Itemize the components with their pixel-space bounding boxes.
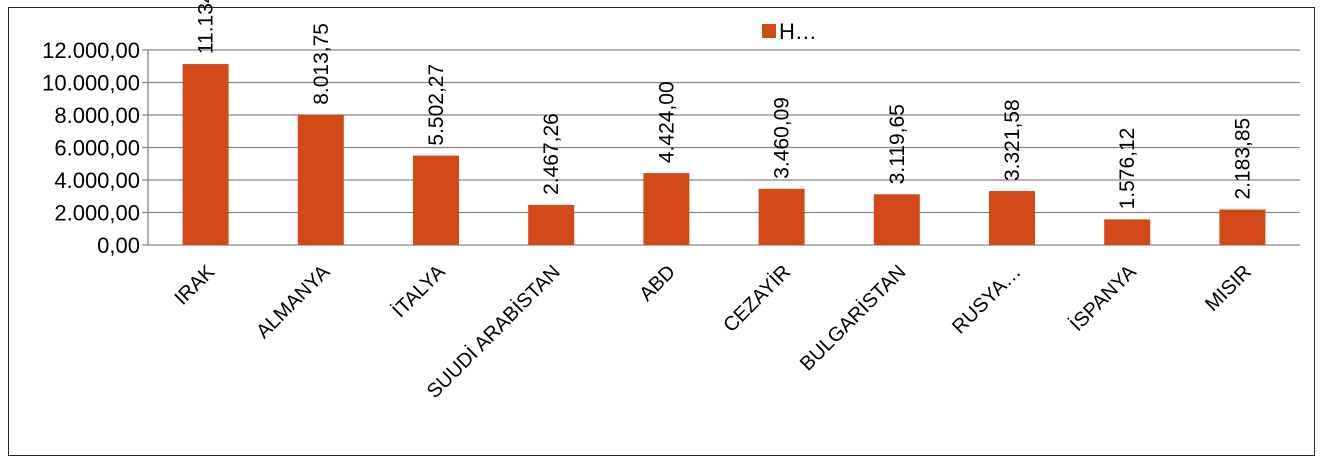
y-tick-label: 0,00 — [97, 233, 140, 258]
data-label: 2.467,26 — [540, 113, 563, 195]
bar — [989, 191, 1035, 245]
y-tick-label: 10.000,00 — [42, 71, 140, 96]
data-label: 5.502,27 — [425, 64, 448, 146]
bar — [413, 155, 459, 245]
bar — [1219, 209, 1266, 245]
x-tick-label: ALMANYA — [252, 261, 335, 344]
data-label: 3.460,09 — [771, 97, 794, 179]
data-label: 2.183,85 — [1231, 118, 1254, 200]
bar — [182, 64, 229, 246]
legend-swatch — [762, 24, 776, 38]
x-tick-label: IRAK — [171, 261, 220, 310]
data-label: 8.013,75 — [310, 23, 333, 105]
bar — [1104, 219, 1151, 245]
bar — [297, 114, 344, 245]
y-tick-label: 2.000,00 — [54, 201, 140, 226]
data-label: 1.576,12 — [1116, 128, 1139, 210]
legend-label: H… — [779, 19, 817, 44]
bar — [873, 194, 920, 245]
y-tick-label: 12.000,00 — [42, 38, 140, 63]
x-tick-label: BULGARİSTAN — [795, 260, 910, 375]
data-label: 4.424,00 — [655, 81, 678, 163]
x-tick-label: ABD — [635, 261, 680, 306]
data-label: 3.321,58 — [1001, 99, 1024, 181]
data-labels: 11.134,01 8.013,75 5.502,27 2.467,26 4.424,0… — [195, 0, 1255, 209]
x-tick-label: CEZAYİR — [719, 260, 796, 337]
y-tick-label: 8.000,00 — [54, 103, 140, 128]
data-label: 3.119,65 — [886, 104, 909, 184]
y-axis-ticks: 0,00 2.000,00 4.000,00 6.000,00 8.000,00 10.0… — [42, 38, 140, 258]
legend: H… — [762, 19, 817, 44]
bar — [528, 204, 575, 245]
bar — [643, 173, 690, 245]
y-tick-label: 4.000,00 — [54, 168, 140, 193]
data-label: 11.134,01 — [195, 0, 218, 54]
x-tick-label: MISIR — [1201, 261, 1256, 316]
x-tick-label: İSPANYA — [1065, 260, 1141, 336]
bar — [758, 188, 805, 245]
bars — [182, 64, 1266, 246]
x-tick-label: RUSYA… — [948, 261, 1025, 338]
x-tick-label: İTALYA — [388, 260, 450, 322]
y-tick-label: 6.000,00 — [54, 136, 140, 161]
